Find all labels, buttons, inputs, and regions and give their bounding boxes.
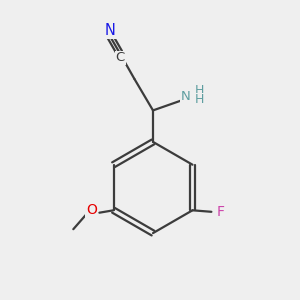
Text: N: N [181,90,190,103]
Text: C: C [116,51,125,64]
Text: H: H [195,84,204,97]
Text: F: F [216,205,224,219]
Text: O: O [86,203,97,217]
Text: N: N [105,23,116,38]
Text: H: H [195,93,204,106]
